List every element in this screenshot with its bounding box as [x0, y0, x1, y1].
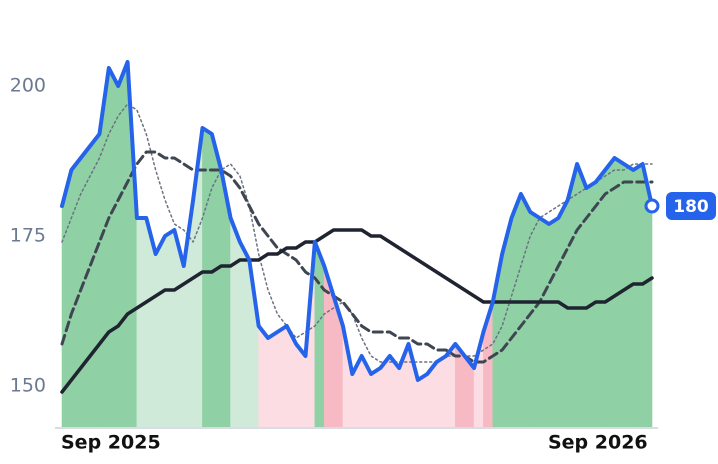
area-segment	[155, 235, 166, 429]
area-segment	[595, 169, 606, 429]
last-value-badge	[666, 192, 716, 220]
x-tick-label: Sep 2025	[61, 432, 161, 454]
area-segment	[258, 325, 269, 429]
y-tick-label: 200	[10, 75, 46, 97]
y-tick-label: 175	[10, 225, 46, 247]
area-segment	[117, 61, 128, 429]
area-segment	[632, 163, 643, 429]
area-segment	[539, 217, 550, 429]
area-segment	[548, 217, 559, 429]
last-value-label: 180	[673, 197, 709, 217]
area-segment	[136, 217, 147, 429]
area-segment	[89, 133, 100, 429]
moving-average-line	[60, 228, 654, 394]
area-segment	[436, 355, 447, 429]
area-segment	[230, 217, 241, 429]
x-tick-label: Sep 2026	[548, 432, 648, 454]
area-segment	[511, 193, 522, 429]
moving-average-line	[61, 103, 653, 363]
area-segment	[202, 127, 213, 429]
area-layer	[61, 61, 653, 429]
area-segment	[370, 367, 381, 429]
area-segment	[558, 199, 569, 429]
area-segment	[267, 331, 278, 429]
area-segment	[567, 163, 578, 429]
moving-average-line	[60, 150, 654, 364]
area-segment	[277, 325, 288, 429]
y-tick-label: 150	[10, 375, 46, 397]
area-segment	[239, 241, 250, 429]
area-segment	[164, 229, 175, 429]
area-segment	[623, 163, 634, 429]
area-segment	[604, 157, 615, 429]
area-segment	[529, 211, 540, 429]
last-point	[644, 198, 660, 214]
area-segment	[417, 373, 428, 429]
area-segment	[520, 193, 531, 429]
area-segment	[211, 133, 222, 429]
area-segment	[314, 241, 325, 429]
line-layer	[60, 60, 654, 394]
area-segment	[108, 67, 119, 429]
area-segment	[576, 163, 587, 429]
price-line	[60, 60, 654, 382]
